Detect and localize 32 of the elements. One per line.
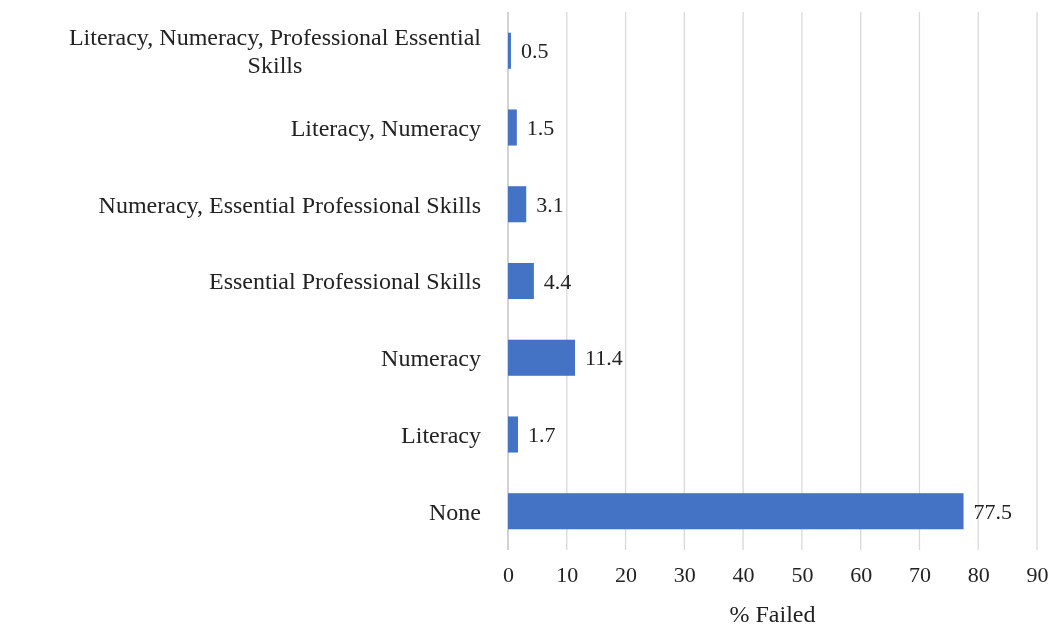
x-tick-label: 30 [673, 561, 696, 587]
bar [508, 339, 576, 376]
data-label: 4.4 [543, 268, 572, 294]
y-tick-label: Essential Professional Skills [209, 268, 481, 295]
data-label: 1.7 [527, 422, 556, 448]
x-tick-label: 0 [503, 561, 514, 587]
bar [508, 32, 511, 69]
x-tick-label: 10 [556, 561, 579, 587]
y-tick-label: Literacy [401, 421, 481, 448]
y-tick-label: None [429, 498, 481, 525]
x-tick-label: 70 [908, 561, 931, 587]
x-tick-label: 80 [967, 561, 990, 587]
bar [508, 493, 964, 530]
x-tick-label: 40 [732, 561, 755, 587]
x-tick-label: 90 [1026, 561, 1049, 587]
bar [508, 186, 527, 223]
data-label: 1.5 [526, 115, 555, 141]
data-label: 0.5 [520, 38, 549, 64]
y-tick-label: Numeracy [381, 345, 481, 372]
y-tick-label: Literacy, Numeracy, Professional Essential Skills [68, 24, 482, 79]
data-label: 11.4 [585, 345, 623, 371]
bar [508, 262, 534, 300]
bar [508, 416, 518, 453]
bar [508, 109, 517, 146]
x-tick-label: 20 [615, 561, 638, 587]
data-label: 77.5 [973, 498, 1013, 524]
y-tick-label: Numeracy, Essential Professional Skills [98, 191, 481, 218]
x-tick-label: 60 [850, 561, 873, 587]
data-label: 3.1 [536, 191, 564, 217]
x-axis-title: % Failed [729, 601, 816, 627]
y-tick-label: Literacy, Numeracy [290, 114, 481, 141]
x-tick-label: 50 [791, 561, 814, 587]
